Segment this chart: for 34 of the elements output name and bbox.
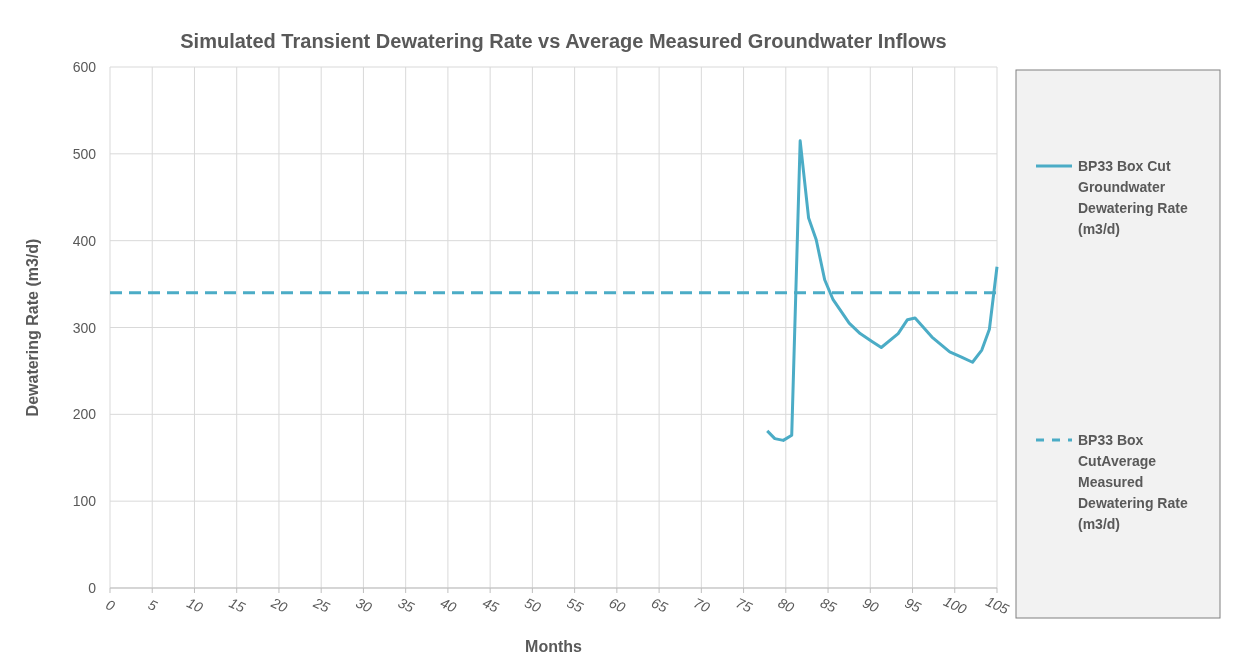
y-tick-label: 0: [88, 580, 97, 596]
x-tick-label: 65: [649, 594, 671, 616]
x-tick-label: 80: [775, 594, 797, 616]
y-tick-label: 300: [72, 319, 97, 336]
x-tick-label: 25: [310, 594, 333, 616]
x-tick-label: 20: [268, 594, 290, 616]
x-tick-label: 95: [902, 594, 924, 616]
x-tick-label: 15: [226, 594, 248, 616]
x-tick-label: 10: [184, 594, 206, 616]
x-tick-label: 75: [733, 594, 755, 616]
x-tick-label: 105: [983, 592, 1012, 618]
y-tick-label: 600: [72, 59, 97, 75]
x-tick-label: 35: [395, 594, 417, 616]
x-tick-label: 55: [564, 594, 586, 616]
y-axis-title: Dewatering Rate (m3/d): [24, 238, 41, 417]
x-tick-label: 0: [103, 596, 118, 615]
x-axis-title: Months: [525, 638, 583, 655]
chart-title: Simulated Transient Dewatering Rate vs Average Measured Groundwater Inflows: [180, 30, 947, 52]
legend-label: BP33 Box Cut Groundwater Dewatering Rate (m3/d): [1078, 158, 1188, 237]
x-tick-label: 90: [860, 594, 882, 616]
x-tick-label: 40: [437, 594, 459, 616]
legend-label: BP33 Box CutAverage Measured Dewatering Rate (m3/d): [1078, 432, 1188, 532]
x-tick-label: 70: [691, 594, 713, 616]
x-tick-label: 5: [145, 596, 160, 615]
x-tick-label: 100: [941, 592, 970, 618]
y-tick-label: 400: [72, 232, 97, 249]
x-tick-label: 85: [818, 594, 840, 616]
y-tick-label: 200: [72, 406, 97, 423]
x-tick-label: 45: [480, 594, 502, 616]
x-tick-label: 30: [353, 594, 375, 616]
x-tick-label: 60: [606, 594, 628, 616]
x-tick-label: 50: [522, 594, 544, 616]
y-tick-label: 500: [72, 145, 97, 162]
y-tick-label: 100: [72, 493, 97, 510]
